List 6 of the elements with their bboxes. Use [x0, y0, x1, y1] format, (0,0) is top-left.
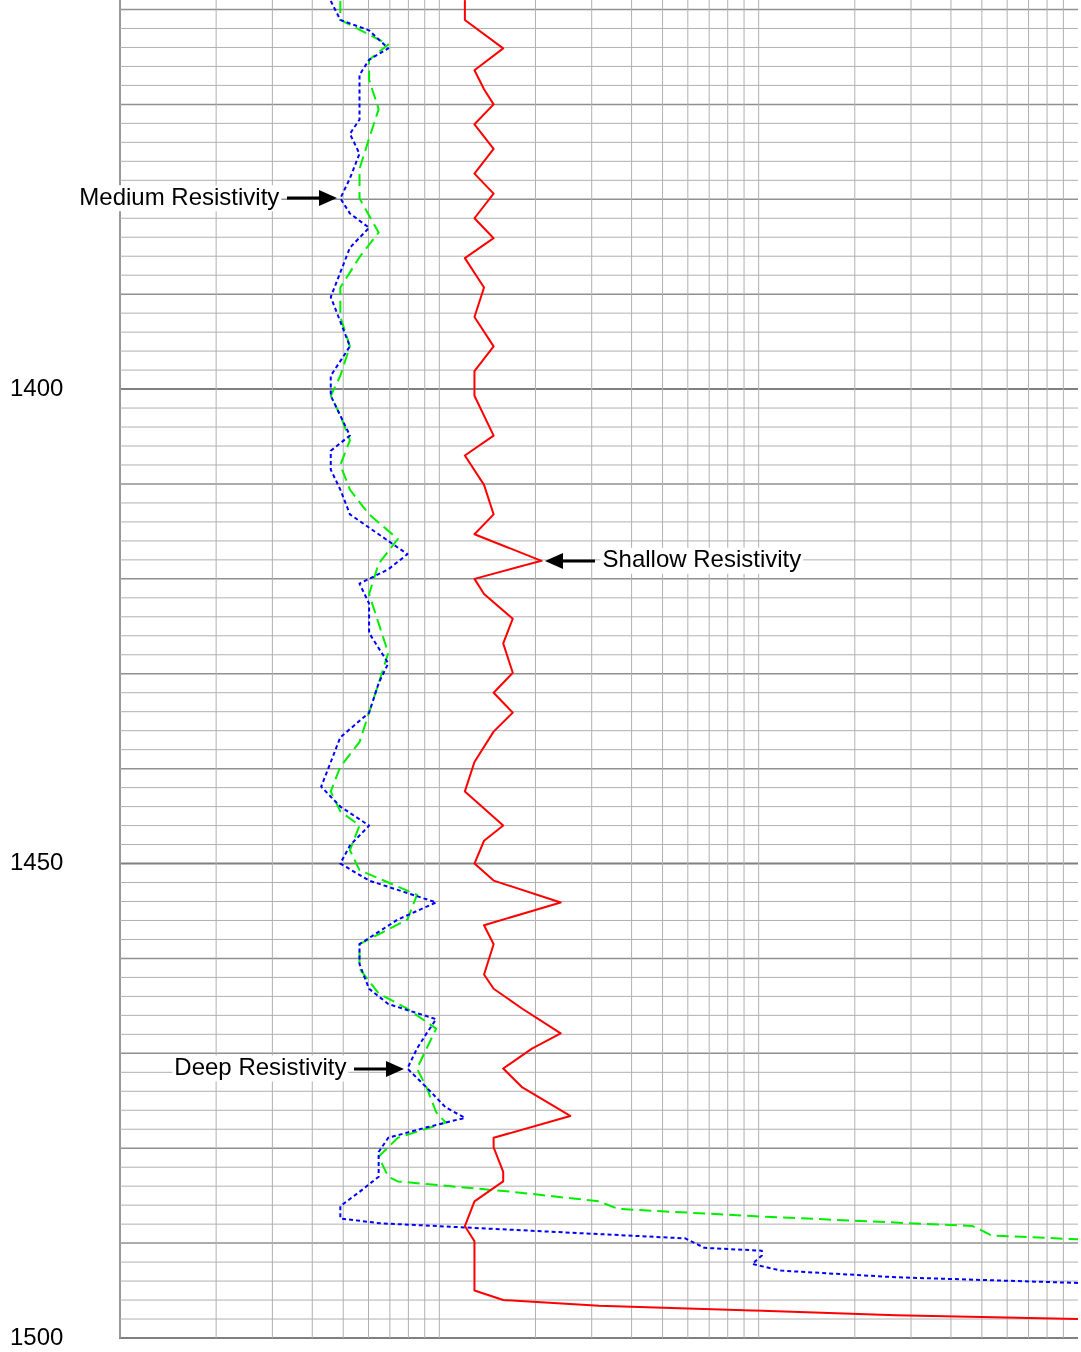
annotation: Medium Resistivity	[79, 182, 280, 210]
y-tick-label: 1400	[10, 373, 64, 401]
y-tick-label: 1500	[10, 1322, 64, 1350]
annotation: Shallow Resistivity	[602, 545, 802, 573]
y-tick-label: 1450	[10, 848, 64, 876]
annotation: Deep Resistivity	[174, 1053, 347, 1081]
